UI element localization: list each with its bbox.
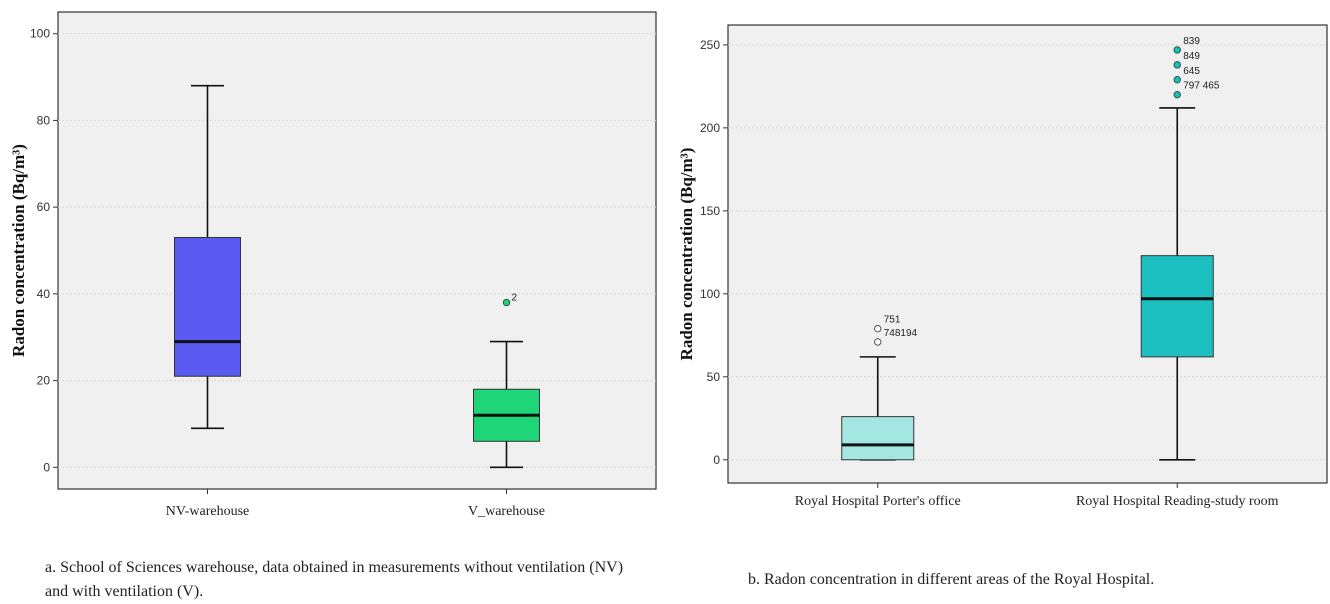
outlier-label: 797 465 (1183, 81, 1220, 92)
outlier-label: 645 (1183, 66, 1200, 77)
outlier-point (874, 338, 882, 346)
chart-panel-b: 0 50 100 150 200 250 Radon concentration (Bq/m… (668, 0, 1330, 601)
x-category-label: Royal Hospital Porter's office (795, 494, 961, 509)
outlier-point (1173, 61, 1181, 69)
caption-a: a. School of Sciences warehouse, data ob… (45, 559, 624, 600)
y-tick-label: 100 (700, 287, 720, 301)
y-tick-label: 60 (37, 200, 51, 214)
y-tick-label: 0 (43, 460, 50, 474)
outlier-label: 748194 (884, 328, 918, 339)
y-axis-label: Radon concentration (Bq/m³) (677, 148, 696, 361)
x-category-label: Royal Hospital Reading-study room (1076, 494, 1279, 509)
outlier-point (502, 298, 511, 307)
y-tick-label: 80 (37, 113, 51, 127)
box-iqr (174, 236, 241, 377)
outlier-label: 751 (884, 315, 901, 326)
outlier-label: 839 (1183, 36, 1200, 47)
y-tick-label: 50 (707, 370, 721, 384)
boxplot-chart-a: 0 20 40 60 80 100 Radon concentration (Bq/m³) 2… (9, 11, 657, 519)
y-tick-label: 250 (700, 38, 720, 52)
y-tick-label: 150 (700, 204, 720, 218)
x-category-label: NV-warehouse (166, 504, 249, 519)
y-tick-label: 40 (37, 287, 51, 301)
box-1 (174, 84, 241, 430)
caption-b: b. Radon concentration in different area… (748, 571, 1155, 588)
outlier-point (1173, 46, 1181, 54)
outlier-point (874, 324, 882, 333)
outlier-label: 2 (512, 293, 518, 304)
outlier-label: 849 (1183, 51, 1200, 62)
outlier-point (1173, 90, 1181, 99)
box-2: 2 (473, 293, 540, 469)
box-2: 839 849 645 797 465 (1140, 36, 1220, 461)
boxplot-chart-b: 0 50 100 150 200 250 Radon concentration (Bq/m… (677, 24, 1328, 509)
box-1: 751 748194 (841, 315, 918, 461)
x-category-label: V_warehouse (468, 504, 545, 519)
y-axis-label: Radon concentration (Bq/m³) (9, 144, 28, 357)
box-iqr (1140, 255, 1214, 358)
plot-area (727, 24, 1328, 484)
plot-area (57, 11, 657, 490)
y-tick-label: 200 (700, 121, 720, 135)
y-tick-label: 20 (37, 374, 51, 388)
y-tick-label: 0 (713, 453, 720, 467)
y-tick-label: 100 (30, 27, 50, 41)
outlier-point (1173, 76, 1181, 84)
chart-panel-a: 0 20 40 60 80 100 Radon concentration (Bq/m³) 2… (9, 11, 657, 600)
box-iqr (841, 416, 915, 461)
